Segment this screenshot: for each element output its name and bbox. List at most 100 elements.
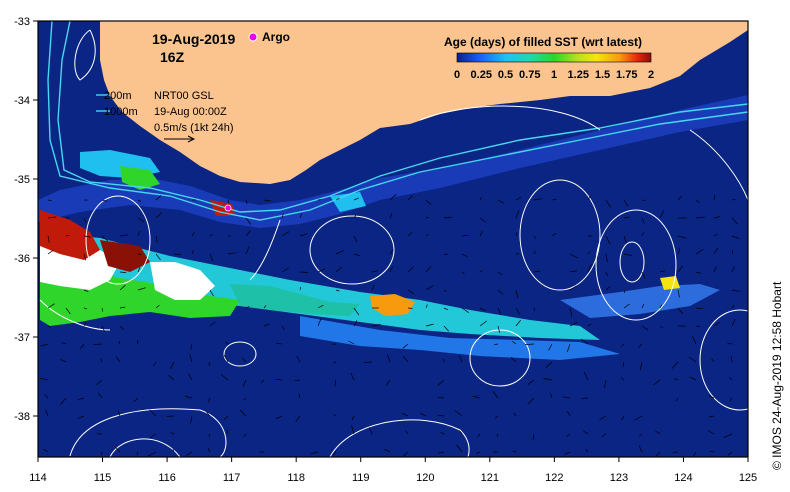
velocity-arrow <box>731 318 736 327</box>
depth-contour-1000m <box>47 21 748 221</box>
ssh-contour <box>619 241 645 283</box>
velocity-arrow <box>298 393 301 399</box>
velocity-arrow <box>221 374 229 381</box>
velocity-arrow <box>205 411 211 417</box>
velocity-arrow <box>641 199 646 201</box>
velocity-arrow <box>623 289 626 294</box>
velocity-arrow <box>461 271 465 275</box>
velocity-arrow <box>677 235 687 239</box>
velocity-arrow <box>479 307 486 312</box>
velocity-arrow <box>65 235 70 237</box>
velocity-arrow <box>548 343 553 351</box>
velocity-arrow <box>191 232 195 237</box>
x-tick-label: 117 <box>223 472 241 484</box>
velocity-arrow <box>425 199 432 205</box>
velocity-arrow <box>117 410 121 417</box>
velocity-arrow <box>348 340 355 345</box>
velocity-arrow <box>440 432 445 435</box>
velocity-arrow <box>77 397 85 401</box>
velocity-arrow <box>101 307 104 312</box>
velocity-arrow <box>402 355 409 363</box>
sst-age-patch-orange <box>370 294 415 316</box>
depth-legend: 200m 1000m <box>96 90 138 118</box>
velocity-arrow <box>493 343 499 346</box>
colorbar-title: Age (days) of filled SST (wrt latest) <box>444 35 642 49</box>
axes: 114 115 116 117 118 119 120 121 122 123 124 125-33-… <box>14 16 757 484</box>
velocity-arrow <box>425 234 429 237</box>
velocity-arrow <box>334 379 337 387</box>
velocity-arrow <box>226 430 229 435</box>
velocity-arrow <box>659 210 665 219</box>
velocity-arrow <box>671 361 679 369</box>
velocity-arrow <box>551 198 557 201</box>
x-tick-label: 121 <box>481 472 499 484</box>
velocity-arrow <box>479 196 482 201</box>
velocity-arrow <box>693 451 697 457</box>
velocity-arrow <box>562 396 571 399</box>
velocity-arrow <box>119 271 127 273</box>
colorbar-tick-label: 1.5 <box>595 69 610 81</box>
velocity-arrow <box>479 230 483 237</box>
velocity-arrow <box>566 411 571 417</box>
velocity-arrow <box>47 325 51 328</box>
velocity-arrow <box>299 286 301 291</box>
velocity-arrow <box>638 343 643 348</box>
velocity-arrow <box>389 266 394 273</box>
velocity-arrow <box>60 359 67 363</box>
velocity-arrow <box>443 358 445 363</box>
velocity-arrow <box>281 231 290 237</box>
velocity-arrow <box>190 415 193 424</box>
velocity-arrow <box>673 378 679 381</box>
velocity-arrow <box>137 199 142 202</box>
velocity-arrow <box>550 393 553 399</box>
ssh-contour <box>519 179 601 291</box>
velocity-arrow <box>189 354 193 363</box>
velocity-arrow <box>275 415 283 420</box>
x-tick-label: 124 <box>674 472 692 484</box>
x-tick-label: 114 <box>29 472 47 484</box>
velocity-arrow <box>242 379 247 387</box>
velocity-arrow <box>402 343 409 349</box>
velocity-arrow <box>601 433 607 437</box>
velocity-arrow <box>137 267 141 273</box>
ssh-contour <box>249 219 281 281</box>
velocity-arrow <box>689 376 697 381</box>
y-tick-label: -35 <box>14 174 30 186</box>
ssh-contour <box>223 341 257 367</box>
velocity-arrow <box>510 357 517 363</box>
velocity-arrow <box>353 320 358 327</box>
velocity-arrow <box>692 335 697 345</box>
sst-age-patch-mid-cyan <box>330 192 366 212</box>
velocity-arrow <box>188 373 193 381</box>
velocity-arrow <box>40 343 49 347</box>
velocity-arrow <box>208 433 211 438</box>
velocity-arrow <box>335 289 340 292</box>
velocity-arrow <box>275 378 283 381</box>
velocity-arrow <box>569 307 573 317</box>
velocity-arrow <box>384 448 391 453</box>
velocity-arrow <box>437 414 445 417</box>
velocity-arrow <box>677 289 680 298</box>
sst-age-patch-teal <box>230 284 360 316</box>
velocity-arrow <box>727 343 733 345</box>
ssh-contour <box>329 419 470 457</box>
y-tick-label: -36 <box>14 253 30 265</box>
argo-label: Argo <box>262 30 290 44</box>
velocity-arrow <box>245 230 251 237</box>
ssh-contour <box>689 129 748 201</box>
x-tick-label: 119 <box>352 472 370 484</box>
velocity-arrow <box>533 250 536 255</box>
argo-legend: Argo <box>248 30 290 44</box>
velocity-arrow <box>245 306 250 309</box>
map-time: 16Z <box>160 49 185 65</box>
velocity-arrow <box>443 289 447 292</box>
velocity-arrow <box>60 397 67 405</box>
velocity-arrow <box>227 252 237 255</box>
velocity-arrow <box>83 253 87 261</box>
velocity-arrow <box>407 232 413 237</box>
velocity-arrow <box>479 270 483 273</box>
velocity-arrow <box>437 379 445 386</box>
velocity-arrow <box>209 234 213 237</box>
